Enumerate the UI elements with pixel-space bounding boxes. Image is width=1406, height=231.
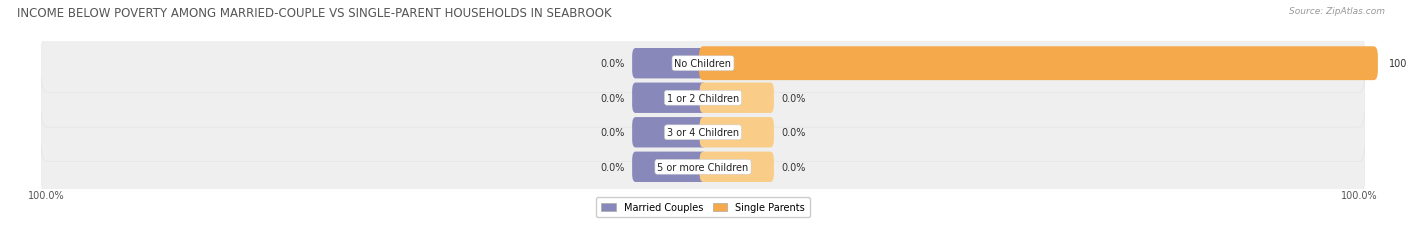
FancyBboxPatch shape [42, 35, 1364, 93]
Legend: Married Couples, Single Parents: Married Couples, Single Parents [596, 198, 810, 217]
Text: 100.0%: 100.0% [1389, 59, 1406, 69]
FancyBboxPatch shape [633, 49, 706, 79]
Text: 0.0%: 0.0% [600, 128, 624, 138]
Text: 100.0%: 100.0% [28, 190, 65, 201]
Text: 0.0%: 0.0% [600, 59, 624, 69]
Text: 5 or more Children: 5 or more Children [658, 162, 748, 172]
FancyBboxPatch shape [42, 103, 1364, 162]
Text: 0.0%: 0.0% [782, 93, 806, 103]
Text: Source: ZipAtlas.com: Source: ZipAtlas.com [1289, 7, 1385, 16]
FancyBboxPatch shape [42, 69, 1364, 128]
FancyBboxPatch shape [700, 118, 773, 148]
Text: 100.0%: 100.0% [1341, 190, 1378, 201]
FancyBboxPatch shape [633, 152, 706, 182]
FancyBboxPatch shape [700, 83, 773, 113]
Text: 0.0%: 0.0% [782, 128, 806, 138]
FancyBboxPatch shape [700, 152, 773, 182]
Text: 0.0%: 0.0% [600, 162, 624, 172]
Text: 1 or 2 Children: 1 or 2 Children [666, 93, 740, 103]
FancyBboxPatch shape [633, 118, 706, 148]
Text: 3 or 4 Children: 3 or 4 Children [666, 128, 740, 138]
Text: INCOME BELOW POVERTY AMONG MARRIED-COUPLE VS SINGLE-PARENT HOUSEHOLDS IN SEABROO: INCOME BELOW POVERTY AMONG MARRIED-COUPL… [17, 7, 612, 20]
Text: 0.0%: 0.0% [600, 93, 624, 103]
Text: 0.0%: 0.0% [782, 162, 806, 172]
Text: No Children: No Children [675, 59, 731, 69]
FancyBboxPatch shape [699, 47, 1378, 81]
FancyBboxPatch shape [42, 138, 1364, 196]
FancyBboxPatch shape [633, 83, 706, 113]
